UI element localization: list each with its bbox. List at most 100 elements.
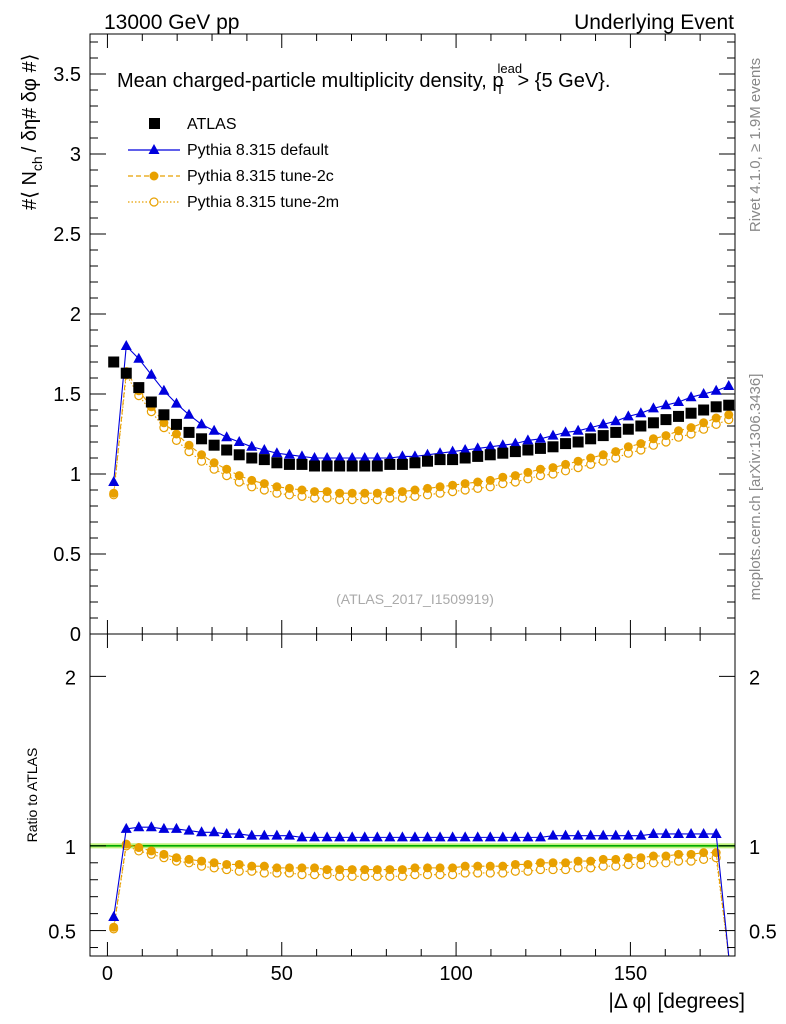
data-point-pythia-8-315-tune-2c (699, 848, 709, 858)
data-point-pythia-8-315-default (108, 476, 120, 486)
main-title-text: Mean charged-particle multiplicity densi… (117, 70, 503, 92)
data-point-pythia-8-315-tune-2c (171, 429, 181, 439)
data-point-pythia-8-315-tune-2c (234, 859, 244, 869)
data-point-pythia-8-315-tune-2c (422, 483, 432, 493)
main-ylabel-main: #⟨ N (19, 171, 41, 210)
data-point-pythia-8-315-default (170, 822, 182, 833)
data-point-pythia-8-315-default (396, 831, 408, 842)
data-point-pythia-8-315-tune-2c (661, 851, 671, 861)
data-point-pythia-8-315-default (208, 424, 220, 435)
legend-entry-tune2m: Pythia 8.315 tune-2m (128, 194, 339, 211)
data-point-pythia-8-315-default (108, 911, 120, 922)
data-point-pythia-8-315-tune-2c (598, 854, 608, 864)
data-point-pythia-8-315-default (459, 831, 471, 842)
data-point-pythia-8-315-default (484, 440, 496, 451)
legend-marker-tune2c (149, 171, 159, 181)
data-point-pythia-8-315-tune-2c (159, 849, 169, 859)
data-point-pythia-8-315-tune-2c (360, 865, 370, 875)
data-point-pythia-8-315-tune-2c (485, 475, 495, 485)
data-point-pythia-8-315-default (622, 410, 634, 421)
legend-label-default: Pythia 8.315 default (187, 142, 329, 159)
data-point-pythia-8-315-tune-2c (184, 440, 194, 450)
data-point-pythia-8-315-default (635, 829, 647, 840)
data-point-pythia-8-315-default (145, 368, 157, 379)
data-point-pythia-8-315-default (133, 352, 145, 363)
data-point-atlas (170, 418, 182, 430)
data-point-pythia-8-315-tune-2c (648, 434, 658, 444)
rivet-label: Rivet 4.1.0, ≥ 1.9M events (747, 58, 764, 232)
data-point-atlas (196, 433, 208, 445)
data-point-pythia-8-315-default (409, 831, 421, 842)
data-point-pythia-8-315-default (497, 831, 509, 842)
data-point-pythia-8-315-default (196, 826, 208, 837)
data-point-pythia-8-315-default (673, 827, 685, 838)
legend-entry-tune2c: Pythia 8.315 tune-2c (128, 168, 334, 185)
data-point-pythia-8-315-default (271, 447, 283, 458)
data-point-pythia-8-315-default (346, 452, 358, 462)
data-point-pythia-8-315-default (585, 421, 597, 432)
data-point-pythia-8-315-tune-2c (573, 856, 583, 866)
x-tick-label: 0 (102, 963, 113, 985)
legend-marker-atlas (149, 118, 160, 129)
ratio-axes: 0.5 0.5 1 1 2 2 0 50 100 150 (48, 634, 777, 985)
data-point-pythia-8-315-default (396, 450, 408, 461)
data-point-pythia-8-315-tune-2c (335, 488, 345, 498)
data-point-pythia-8-315-default (710, 384, 722, 395)
data-point-pythia-8-315-tune-2c (724, 410, 734, 420)
data-point-pythia-8-315-tune-2c (548, 463, 558, 473)
y-tick-label: 0.5 (53, 544, 81, 566)
data-point-pythia-8-315-default (622, 829, 634, 840)
data-point-atlas (334, 460, 346, 472)
data-point-pythia-8-315-tune-2c (310, 487, 320, 497)
data-point-pythia-8-315-default (296, 450, 308, 461)
legend-entry-default: Pythia 8.315 default (128, 142, 329, 159)
data-point-pythia-8-315-default (560, 426, 572, 437)
data-point-pythia-8-315-default (321, 831, 333, 842)
data-point-pythia-8-315-tune-2c (222, 464, 232, 474)
data-point-atlas (585, 433, 597, 445)
data-point-atlas (359, 460, 371, 472)
data-point-pythia-8-315-default (233, 827, 245, 838)
data-point-atlas (610, 426, 622, 438)
data-point-pythia-8-315-tune-2c (435, 863, 445, 873)
legend-marker-tune2m (149, 197, 159, 207)
data-point-pythia-8-315-default (196, 418, 208, 429)
data-point-pythia-8-315-default (660, 399, 672, 410)
data-point-pythia-8-315-default (685, 827, 697, 838)
data-point-atlas (183, 426, 195, 438)
data-point-pythia-8-315-default (258, 444, 270, 454)
data-point-pythia-8-315-default (685, 391, 697, 402)
data-point-pythia-8-315-tune-2c (284, 863, 294, 873)
x-tick-label: 50 (271, 963, 293, 985)
legend-entry-atlas: ATLAS (149, 116, 237, 133)
series-line-pythia-8-315-tune-2m (113, 845, 730, 957)
data-point-atlas (120, 367, 132, 379)
data-point-pythia-8-315-tune-2c (586, 453, 596, 463)
data-point-pythia-8-315-tune-2c (674, 849, 684, 859)
data-point-pythia-8-315-default (183, 408, 195, 419)
data-point-pythia-8-315-tune-2c (535, 464, 545, 474)
data-point-pythia-8-315-tune-2c (473, 477, 483, 487)
data-point-pythia-8-315-tune-2c (109, 922, 119, 932)
data-point-atlas (522, 444, 534, 456)
data-point-atlas (384, 458, 396, 470)
data-point-atlas (673, 410, 685, 422)
data-point-pythia-8-315-tune-2c (146, 846, 156, 856)
data-point-pythia-8-315-tune-2c (109, 488, 119, 498)
main-ylabel: #⟨ Nch / δη# δφ #⟩ (19, 54, 45, 210)
data-point-pythia-8-315-default (447, 445, 459, 456)
data-point-pythia-8-315-tune-2c (197, 856, 207, 866)
y-tick-label: 3.5 (53, 64, 81, 86)
data-point-atlas (698, 404, 710, 416)
data-point-pythia-8-315-tune-2c (711, 848, 721, 858)
data-point-pythia-8-315-default (472, 831, 484, 842)
main-data-layer (108, 340, 735, 505)
data-point-pythia-8-315-default (158, 822, 170, 833)
data-point-atlas (472, 450, 484, 462)
data-point-pythia-8-315-tune-2c (410, 485, 420, 495)
y-tick-label: 3 (70, 144, 81, 166)
data-point-pythia-8-315-tune-2c (259, 479, 269, 489)
ratio-plot-frame (89, 633, 736, 957)
data-point-pythia-8-315-default (258, 829, 270, 840)
data-point-pythia-8-315-tune-2c (247, 475, 257, 485)
